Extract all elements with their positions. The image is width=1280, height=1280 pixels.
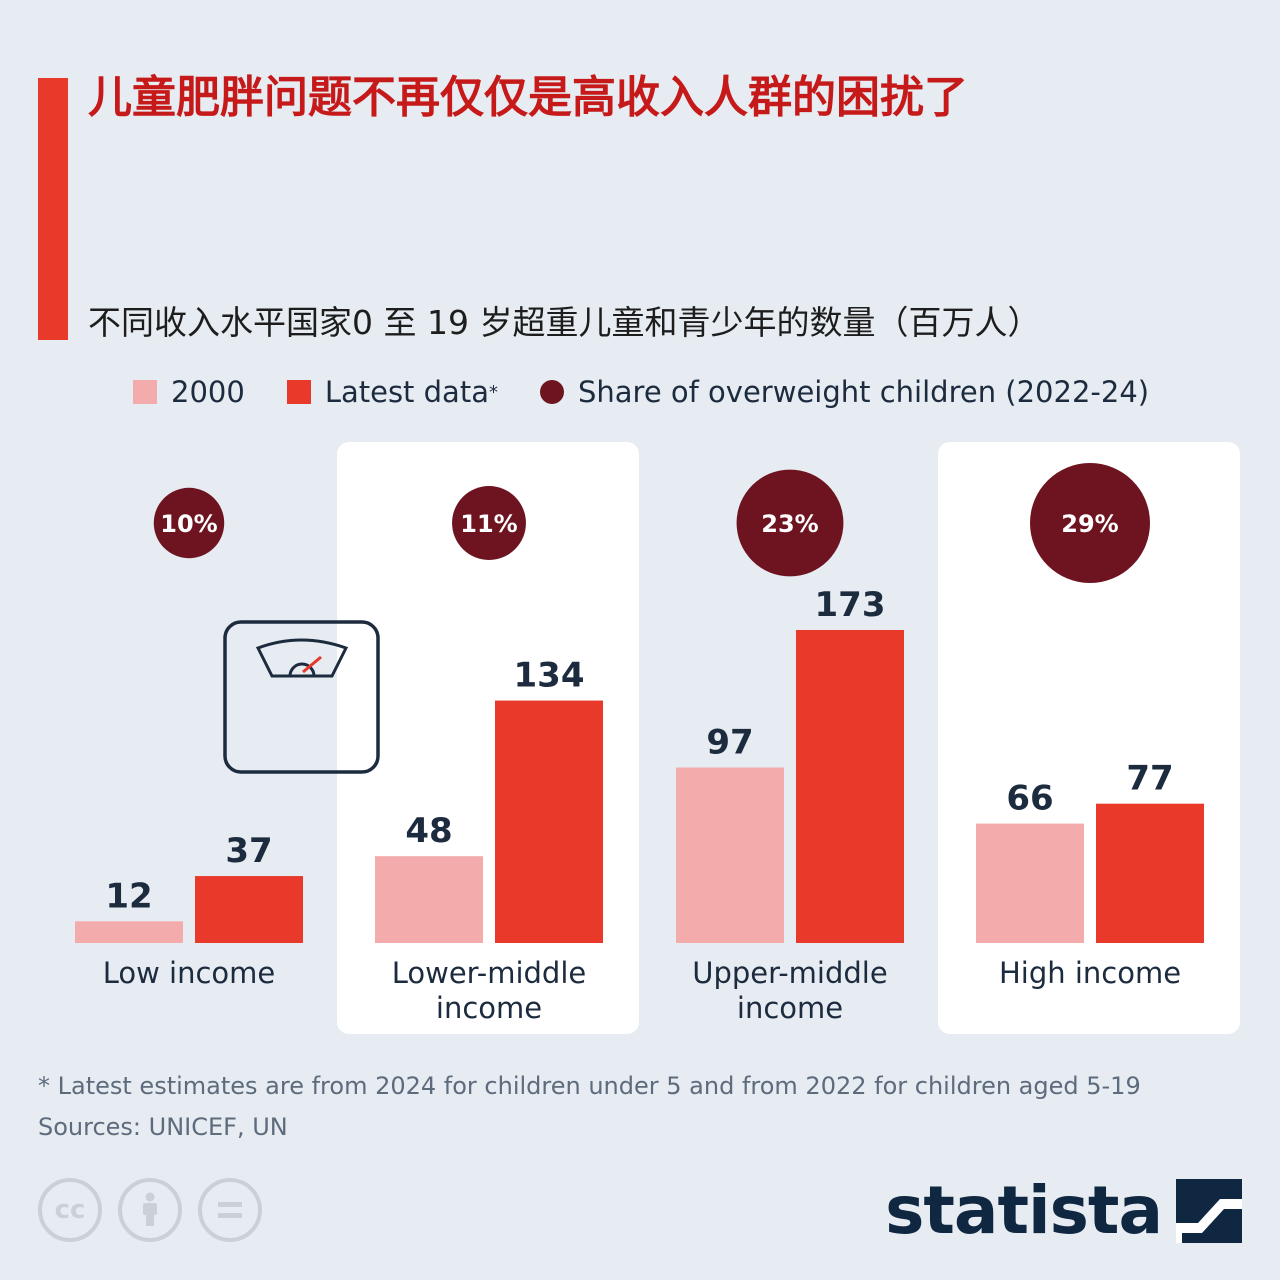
footnote-sources: Sources: UNICEF, UN: [38, 1112, 288, 1141]
bar-latest-low-income: [195, 876, 303, 943]
legend-item-share: Share of overweight children (2022-24): [539, 375, 1150, 409]
legend-swatch-share: [539, 380, 564, 404]
brand-name: statista: [885, 1172, 1163, 1249]
bar-2000-lower-middle-income: [375, 856, 483, 943]
share-label-high-income: 29%: [1061, 510, 1118, 538]
footnote: * Latest estimates are from 2024 for chi…: [38, 1066, 1240, 1148]
statista-mark-icon: [1176, 1178, 1242, 1243]
legend-swatch-2000: [133, 380, 157, 404]
share-circle-upper-middle-income: [736, 469, 844, 577]
legend: 2000 Latest data * Share of overweight ch…: [133, 372, 1240, 412]
by-icon: [118, 1178, 182, 1242]
value-label-2000-lower-middle-income: 48: [405, 811, 452, 851]
value-label-2000-low-income: 12: [105, 876, 152, 916]
share-circle-low-income: [153, 487, 225, 559]
legend-label-share: Share of overweight children (2022-24): [577, 375, 1150, 409]
value-label-latest-low-income: 37: [225, 831, 272, 871]
category-label-low-income: Low income: [103, 956, 276, 990]
share-label-lower-middle-income: 11%: [460, 510, 517, 538]
category-label-upper-middle-income-line-1: Upper-middle: [692, 956, 887, 990]
legend-label-latest-mark: *: [488, 381, 498, 403]
category-label-lower-middle-income-line-1: Lower-middle: [392, 956, 587, 990]
legend-label-2000: 2000: [171, 375, 245, 409]
value-label-latest-upper-middle-income: 173: [815, 585, 886, 625]
category-label-upper-middle-income-line-2: income: [737, 991, 843, 1025]
license-icons: cc: [38, 1178, 278, 1242]
value-label-2000-high-income: 66: [1006, 779, 1053, 819]
bar-latest-upper-middle-income: [796, 630, 904, 943]
value-label-2000-upper-middle-income: 97: [706, 723, 753, 763]
chart-subtitle: 不同收入水平国家0 至 19 岁超重儿童和青少年的数量（百万人）: [88, 303, 1041, 342]
legend-label-latest: Latest data: [324, 375, 489, 409]
value-label-latest-high-income: 77: [1126, 759, 1173, 799]
share-label-low-income: 10%: [160, 510, 217, 538]
cc-icon: cc: [38, 1178, 102, 1242]
scale-icon: [223, 620, 380, 774]
footnote-note: * Latest estimates are from 2024 for chi…: [38, 1072, 1141, 1100]
share-label-upper-middle-income: 23%: [761, 510, 818, 538]
bar-2000-low-income: [75, 921, 183, 943]
brand-logo[interactable]: statista: [885, 1172, 1242, 1249]
legend-item-latest: Latest data *: [286, 375, 498, 409]
value-label-latest-lower-middle-income: 134: [514, 656, 585, 696]
bar-2000-high-income: [976, 823, 1084, 943]
category-label-lower-middle-income-line-2: income: [436, 991, 542, 1025]
chart-title: 儿童肥胖问题不再仅仅是高收入人群的困扰了: [88, 72, 968, 123]
legend-swatch-latest: [286, 380, 311, 404]
bar-latest-lower-middle-income: [495, 700, 603, 943]
accent-bar: [38, 78, 68, 340]
share-circle-high-income: [1030, 463, 1150, 583]
share-circle-lower-middle-income: [452, 486, 526, 560]
nd-icon: [198, 1178, 262, 1242]
bar-2000-upper-middle-income: [676, 767, 784, 943]
legend-item-2000: 2000: [133, 375, 245, 409]
category-label-high-income: High income: [999, 956, 1181, 990]
bar-latest-high-income: [1096, 803, 1204, 943]
